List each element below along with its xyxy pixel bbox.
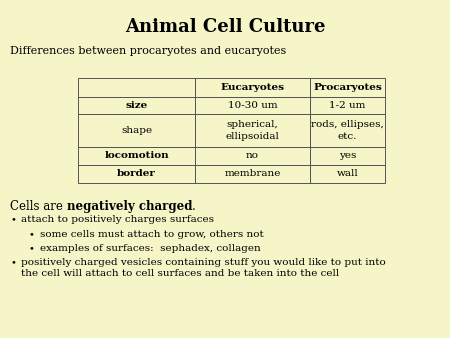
Text: locomotion: locomotion [104, 151, 169, 161]
Text: border: border [117, 169, 156, 178]
Text: .: . [192, 200, 196, 213]
Text: negatively charged: negatively charged [67, 200, 192, 213]
Bar [310, 97, 385, 114]
Text: rods, ellipses,
etc.: rods, ellipses, etc. [311, 120, 384, 141]
Text: Procaryotes: Procaryotes [313, 83, 382, 92]
Bar [78, 97, 195, 114]
Text: membrane: membrane [224, 169, 281, 178]
Bar [78, 78, 195, 97]
Text: 1-2 um: 1-2 um [329, 101, 366, 110]
Text: some cells must attach to grow, others not: some cells must attach to grow, others n… [40, 230, 264, 239]
Bar [195, 97, 310, 114]
Bar [310, 114, 385, 147]
Bar [310, 165, 385, 183]
Text: Differences between procaryotes and eucaryotes: Differences between procaryotes and euca… [10, 46, 286, 56]
Bar [78, 165, 195, 183]
Bar [78, 147, 195, 165]
Text: spherical,
ellipsoidal: spherical, ellipsoidal [225, 120, 279, 141]
Text: Cells are: Cells are [10, 200, 67, 213]
Bar [195, 114, 310, 147]
Text: 10-30 um: 10-30 um [228, 101, 277, 110]
Text: Eucaryotes: Eucaryotes [220, 83, 284, 92]
Bar [195, 147, 310, 165]
Bar [310, 78, 385, 97]
Text: •: • [10, 258, 16, 267]
Bar [78, 114, 195, 147]
Bar [310, 147, 385, 165]
Text: attach to positively charges surfaces: attach to positively charges surfaces [21, 215, 214, 224]
Text: •: • [28, 230, 34, 239]
Bar [195, 165, 310, 183]
Text: positively charged vesicles containing stuff you would like to put into
the cell: positively charged vesicles containing s… [21, 258, 386, 278]
Text: yes: yes [339, 151, 356, 161]
Text: examples of surfaces:  sephadex, collagen: examples of surfaces: sephadex, collagen [40, 244, 261, 253]
Text: size: size [126, 101, 148, 110]
Text: Animal Cell Culture: Animal Cell Culture [125, 18, 325, 36]
Text: wall: wall [337, 169, 358, 178]
Text: shape: shape [121, 126, 152, 135]
Text: no: no [246, 151, 259, 161]
Text: •: • [28, 244, 34, 253]
Text: •: • [10, 215, 16, 224]
Bar [195, 78, 310, 97]
